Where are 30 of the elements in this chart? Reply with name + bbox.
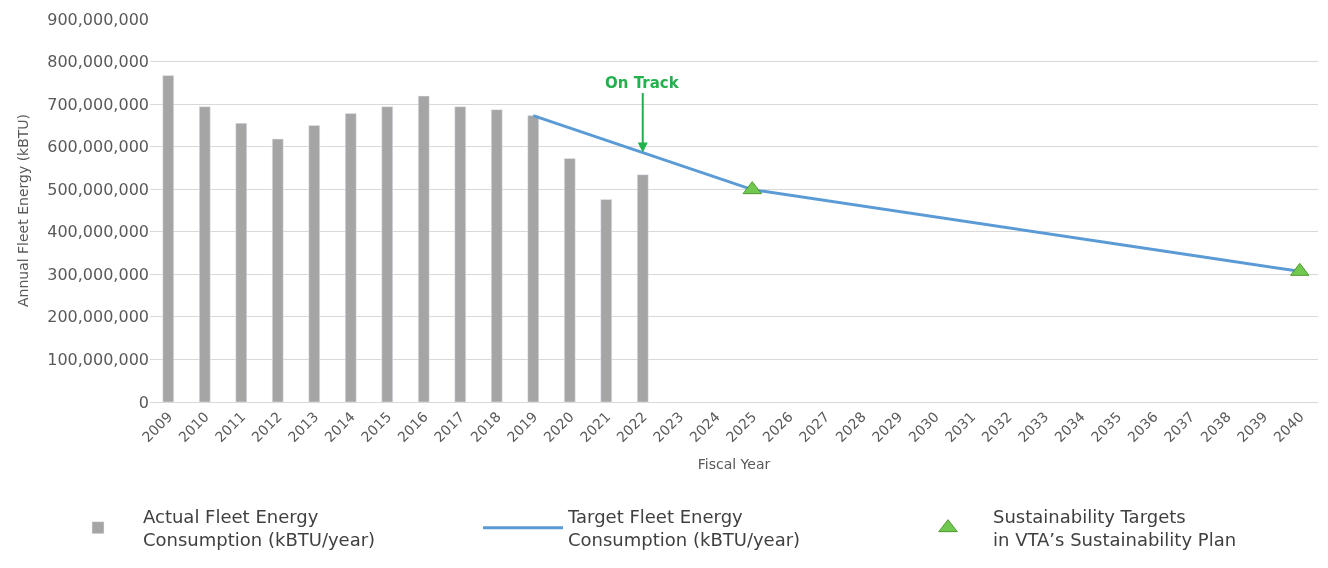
y-tick-label: 900,000,000 bbox=[47, 9, 149, 29]
y-tick-label: 500,000,000 bbox=[47, 179, 149, 199]
bar bbox=[491, 109, 503, 402]
y-tick-label: 600,000,000 bbox=[47, 137, 149, 157]
annotation: On Track bbox=[605, 74, 680, 92]
bar bbox=[637, 174, 649, 402]
bar bbox=[527, 115, 539, 402]
bar bbox=[235, 123, 247, 402]
bar bbox=[381, 106, 393, 402]
x-axis-title: Fiscal Year bbox=[697, 456, 771, 473]
y-tick-label: 300,000,000 bbox=[47, 264, 149, 284]
y-tick-label: 700,000,000 bbox=[47, 94, 149, 114]
bar bbox=[454, 106, 466, 402]
y-tick-label: 100,000,000 bbox=[47, 350, 149, 370]
bar bbox=[272, 138, 284, 402]
bar bbox=[162, 75, 174, 402]
legend-label: Actual Fleet Energy Consumption (kBTU/year) bbox=[143, 505, 376, 551]
legend-label: Target Fleet Energy Consumption (kBTU/year) bbox=[567, 505, 801, 551]
bar bbox=[418, 95, 430, 402]
y-tick-label: 200,000,000 bbox=[47, 307, 149, 327]
bar bbox=[308, 125, 320, 402]
bar bbox=[345, 113, 357, 402]
y-tick-label: 800,000,000 bbox=[47, 52, 149, 72]
bar bbox=[199, 106, 211, 402]
y-tick-label: 0 bbox=[138, 392, 149, 412]
y-tick-label: 400,000,000 bbox=[47, 222, 149, 242]
bar bbox=[600, 199, 612, 402]
legend-label: Sustainability Targets in VTA’s Sustainability Plan bbox=[993, 505, 1237, 551]
y-axis-title: Annual Fleet Energy (kBTU) bbox=[14, 113, 31, 308]
bar bbox=[564, 158, 576, 402]
